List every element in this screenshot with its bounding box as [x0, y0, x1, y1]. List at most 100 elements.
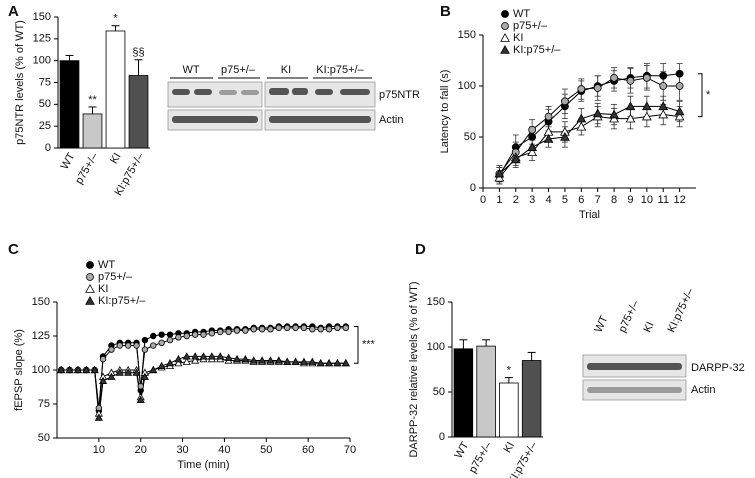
marker [174, 354, 183, 363]
x-tick-label: p75+/– [467, 439, 495, 475]
lane-label: KI:p75+/– [316, 64, 364, 76]
x-tick-label: 10 [93, 444, 105, 456]
marker [249, 356, 258, 364]
marker [576, 113, 587, 123]
series-line [61, 358, 346, 414]
x-axis-label: Trial [579, 209, 600, 221]
x-tick-label: 5 [562, 194, 568, 206]
marker [274, 356, 283, 364]
marker [150, 332, 157, 340]
legend-label: KI:p75+/– [98, 295, 146, 307]
marker [642, 73, 651, 82]
band [292, 88, 308, 95]
marker [141, 346, 149, 353]
marker [317, 326, 324, 333]
bar [453, 348, 474, 438]
marker [527, 142, 538, 151]
band [241, 90, 259, 95]
marker [166, 336, 174, 344]
x-tick-label: 8 [611, 194, 617, 206]
marker [561, 97, 569, 106]
marker [108, 346, 115, 353]
marker [225, 328, 232, 336]
marker [133, 342, 140, 349]
marker [675, 69, 684, 78]
significance-label: * [113, 13, 118, 25]
y-tick-label: 0 [470, 182, 476, 194]
marker [341, 359, 350, 367]
marker [141, 336, 149, 344]
marker [199, 352, 208, 360]
marker [99, 376, 108, 384]
marker [165, 359, 175, 367]
legend-marker [86, 261, 94, 269]
western-blot-d: WT p75+/– KI KI:p75+/– DARPP-32 Actin [582, 286, 745, 401]
y-tick-label: 125 [32, 330, 50, 342]
marker [216, 352, 225, 360]
marker [494, 168, 505, 178]
marker [342, 324, 350, 332]
y-tick-label: 100 [32, 364, 50, 376]
marker [528, 125, 537, 134]
series-line [498, 77, 680, 175]
lane-label: KI [641, 320, 656, 335]
x-tick-label: 7 [595, 194, 601, 206]
series-line [61, 325, 346, 411]
panel-label: B [440, 3, 451, 20]
x-tick-label: WT [453, 440, 472, 461]
significance-bracket [698, 73, 703, 118]
x-tick-label: WT [59, 151, 78, 172]
bar [476, 345, 496, 438]
marker [266, 356, 275, 364]
marker [233, 327, 241, 334]
marker [250, 326, 257, 333]
lane-label: WT [182, 64, 199, 76]
marker [291, 357, 300, 365]
significance-label: §§ [132, 47, 144, 59]
marker [334, 324, 341, 332]
x-tick-label: 70 [344, 444, 356, 456]
y-axis-label: fEPSP slope (%) [13, 329, 25, 411]
band [269, 88, 289, 95]
marker [659, 71, 668, 80]
marker [299, 357, 308, 365]
bar [521, 360, 542, 438]
marker [258, 356, 267, 364]
x-tick-label: 40 [218, 444, 230, 456]
legend-label: p75+/– [98, 271, 133, 283]
significance-bracket [354, 325, 359, 364]
marker [82, 365, 91, 374]
marker [674, 111, 685, 121]
x-axis-label: Time (min) [177, 459, 229, 471]
marker [609, 109, 619, 119]
marker [224, 353, 233, 361]
y-tick-label: 150 [32, 296, 50, 308]
series-line [498, 73, 680, 177]
marker [137, 383, 144, 390]
marker [674, 106, 685, 116]
band [587, 387, 682, 393]
band [172, 116, 258, 123]
marker [124, 342, 132, 349]
marker [107, 372, 116, 380]
marker [641, 111, 652, 121]
y-tick-label: 50 [464, 131, 476, 143]
marker [90, 365, 99, 374]
marker [625, 101, 636, 111]
marker [242, 327, 249, 334]
bar [82, 113, 103, 149]
legend-marker [501, 22, 509, 30]
legend-label: WT [513, 8, 530, 20]
x-tick-label: 11 [658, 194, 669, 206]
marker [675, 82, 684, 90]
y-axis-label: p75NTR levels (% of WT) [14, 20, 26, 145]
band [587, 363, 682, 370]
legend-label: p75+/– [513, 20, 548, 32]
bar [499, 382, 519, 438]
y-tick-label: 50 [39, 98, 51, 110]
marker [182, 357, 191, 365]
significance-label: * [507, 365, 512, 377]
y-tick-label: 150 [33, 11, 51, 23]
band [194, 89, 212, 95]
